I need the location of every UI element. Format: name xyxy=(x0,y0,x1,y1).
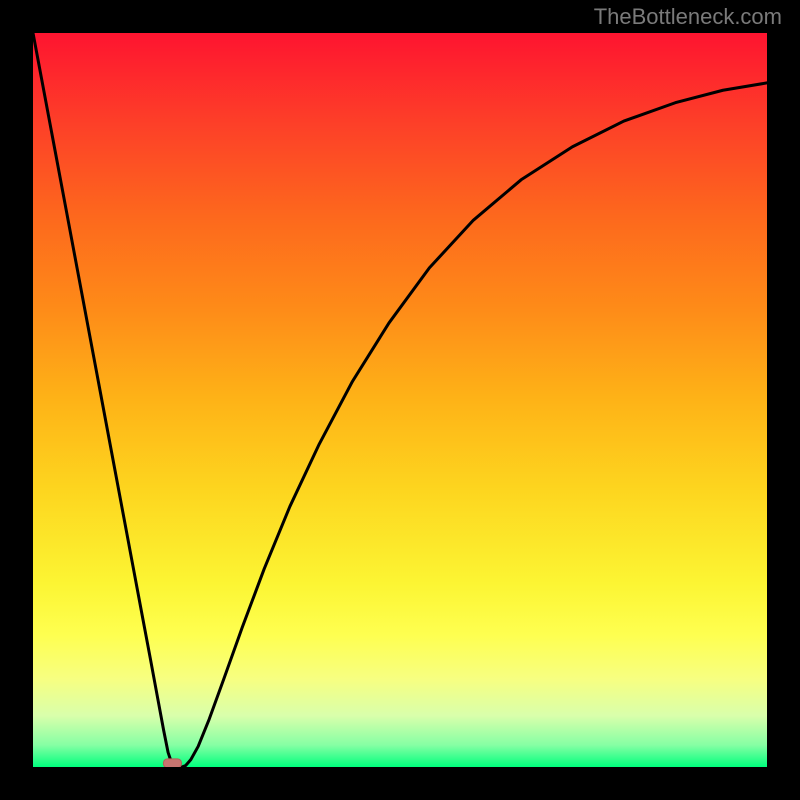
plot-area xyxy=(33,33,767,767)
plot-background xyxy=(33,33,767,767)
watermark-text: TheBottleneck.com xyxy=(594,4,782,30)
minimum-marker xyxy=(163,759,181,767)
plot-svg xyxy=(33,33,767,767)
chart-container: TheBottleneck.com xyxy=(0,0,800,800)
